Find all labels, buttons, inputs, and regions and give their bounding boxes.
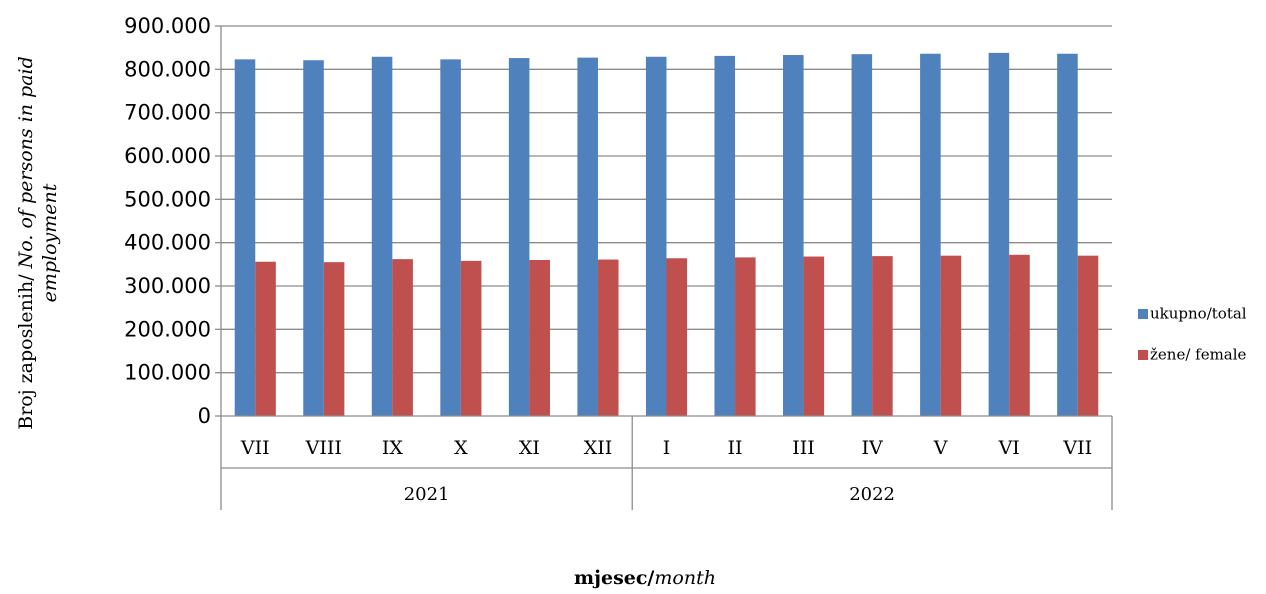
- bar-female: [323, 262, 345, 416]
- y-tick-label: 800.000: [124, 57, 211, 81]
- x-axis-title: mjesec/month: [574, 567, 716, 589]
- bar-total: [440, 59, 461, 416]
- bar-total: [508, 58, 530, 417]
- legend-label-total: ukupno/total: [1150, 305, 1247, 323]
- legend-label-female: žene/ female: [1150, 346, 1247, 364]
- x-tick-label: VI: [998, 437, 1020, 459]
- bar-female: [529, 260, 550, 416]
- bars: [234, 52, 1099, 417]
- y-tick-label: 200.000: [124, 317, 211, 341]
- legend: ukupno/total žene/ female: [1138, 305, 1247, 364]
- x-tick-label: V: [933, 437, 948, 459]
- x-axis-title-bold: mjesec/: [574, 567, 654, 589]
- y-tick-label: 700.000: [124, 101, 211, 125]
- x-axis-title-italic: month: [654, 567, 716, 589]
- x-tick-label: IV: [861, 437, 883, 459]
- group-label-2022: 2022: [849, 484, 895, 505]
- bar-female: [666, 258, 688, 416]
- x-tick-label: III: [792, 437, 815, 459]
- legend-swatch-total: [1138, 309, 1148, 319]
- y-axis-title: Broj zaposlenih/ No. of persons in paid …: [15, 56, 61, 430]
- bar-female: [460, 260, 482, 416]
- bar-total: [714, 55, 736, 417]
- bar-total: [1057, 53, 1078, 416]
- bar-female: [1009, 254, 1030, 416]
- bar-total: [645, 56, 667, 417]
- bar-female: [597, 259, 619, 416]
- y-axis-title-bold: Broj zaposlenih/: [15, 274, 37, 430]
- y-tick-label: 400.000: [124, 231, 211, 255]
- y-tick-label: 600.000: [124, 144, 211, 168]
- x-tick-label: IX: [382, 437, 404, 459]
- bar-total: [988, 52, 1010, 416]
- bar-total: [371, 56, 393, 417]
- x-tick-label: VIII: [305, 437, 342, 459]
- x-tick-label: VII: [240, 437, 270, 459]
- tick-labels: 0 100.000 200.000 300.000 400.000 500.000 600.…: [124, 14, 1092, 505]
- bar-total: [577, 57, 598, 417]
- bar-total: [920, 53, 941, 416]
- bar-female: [872, 256, 893, 416]
- axes: [215, 25, 1113, 510]
- y-axis-title-italic-1: No. of persons in paid: [15, 56, 37, 274]
- bar-female: [803, 256, 825, 416]
- x-tick-label: XII: [584, 437, 613, 459]
- y-tick-label: 0: [198, 404, 211, 428]
- group-label-2021: 2021: [404, 484, 450, 505]
- y-axis-title-italic-2: employment: [39, 183, 61, 302]
- x-tick-label: VII: [1062, 437, 1092, 459]
- bar-female: [735, 257, 756, 416]
- x-tick-label: II: [728, 437, 743, 459]
- y-tick-label: 500.000: [124, 187, 211, 211]
- x-tick-label: I: [663, 437, 671, 459]
- y-tick-label: 100.000: [124, 361, 211, 385]
- legend-swatch-female: [1138, 350, 1148, 360]
- bar-total: [851, 54, 873, 417]
- bar-female: [1077, 255, 1099, 416]
- bar-total: [303, 60, 324, 416]
- svg-text:Broj zaposlenih/ No. of person: Broj zaposlenih/ No. of persons in paid: [15, 56, 37, 430]
- bar-female: [255, 261, 276, 416]
- bar-female: [940, 255, 962, 416]
- bar-total: [234, 59, 256, 416]
- y-tick-label: 900.000: [124, 14, 211, 38]
- x-tick-label: XI: [519, 437, 540, 459]
- bar-total: [783, 55, 804, 417]
- y-tick-label: 300.000: [124, 274, 211, 298]
- bar-female: [392, 259, 413, 416]
- x-tick-label: X: [454, 437, 468, 459]
